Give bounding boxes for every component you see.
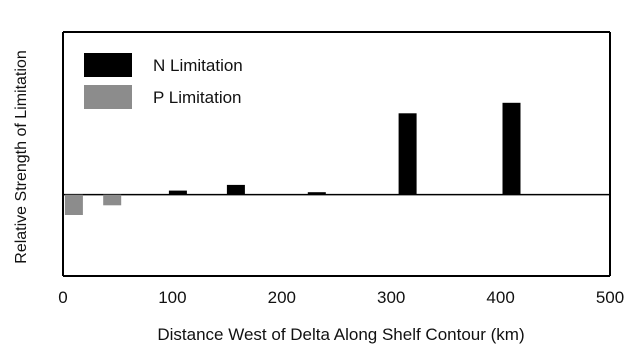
legend-label-n-limitation: N Limitation <box>153 56 243 75</box>
x-ticks-group: 0 100 200 300 400 500 <box>58 288 624 307</box>
x-tick-label-500: 500 <box>596 288 624 307</box>
x-tick-label-300: 300 <box>377 288 405 307</box>
x-axis-title: Distance West of Delta Along Shelf Conto… <box>157 325 524 344</box>
n-limitation-bar-2 <box>226 184 245 195</box>
x-tick-label-0: 0 <box>58 288 67 307</box>
legend-label-p-limitation: P Limitation <box>153 88 242 107</box>
legend-swatch-n-limitation <box>84 53 132 77</box>
n-limitation-bar-5 <box>502 102 521 195</box>
x-tick-label-100: 100 <box>158 288 186 307</box>
bars-group <box>64 102 521 215</box>
legend-swatch-p-limitation <box>84 85 132 109</box>
n-limitation-bar-1 <box>168 190 187 195</box>
p-limitation-bar-2 <box>103 194 122 206</box>
n-limitation-bar-3 <box>307 192 326 195</box>
x-tick-label-200: 200 <box>268 288 296 307</box>
x-tick-label-400: 400 <box>486 288 514 307</box>
p-limitation-bar-1 <box>64 194 83 215</box>
y-axis-title: Relative Strength of Limitation <box>13 50 30 263</box>
plot-frame <box>62 31 611 277</box>
legend: N Limitation P Limitation <box>84 53 243 109</box>
n-limitation-bar-4 <box>398 113 417 195</box>
